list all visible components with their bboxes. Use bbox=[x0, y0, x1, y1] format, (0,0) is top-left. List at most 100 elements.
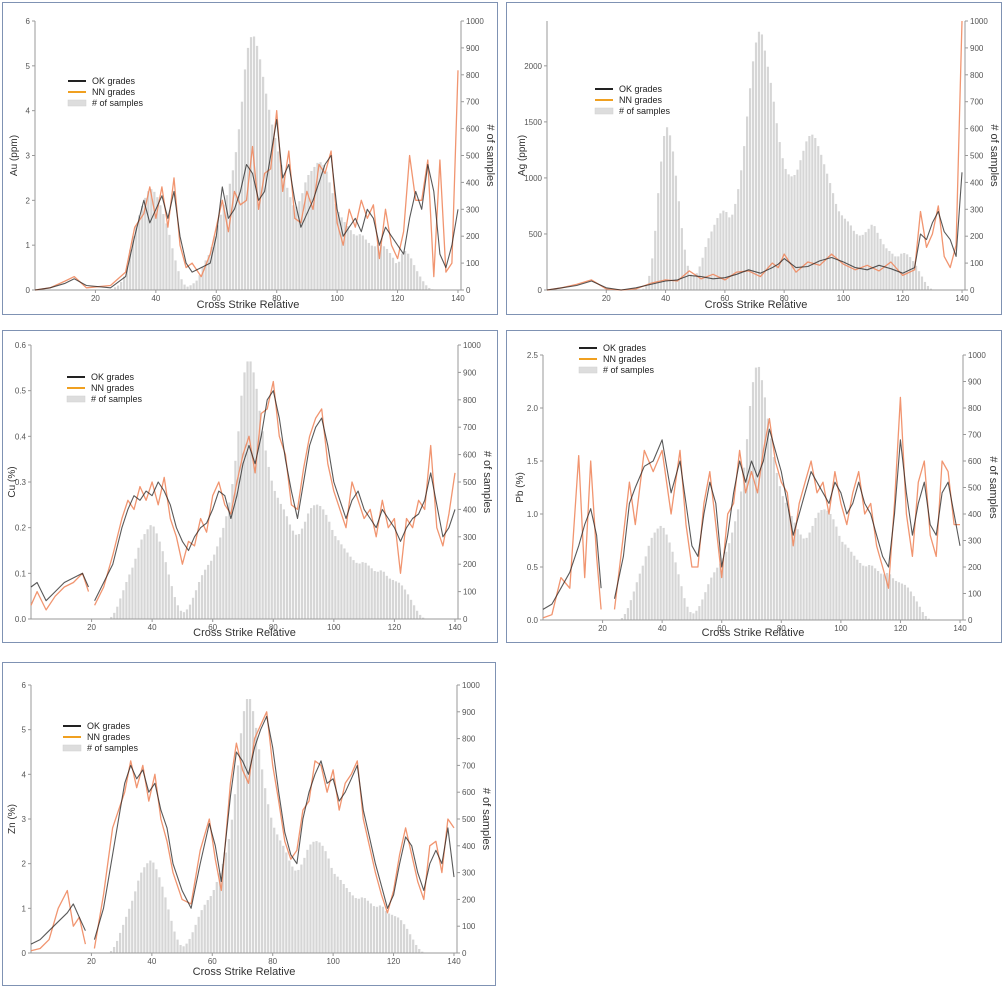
x-tick-label: 40 bbox=[148, 623, 157, 632]
y2-tick-label: 800 bbox=[466, 71, 480, 80]
y2-tick-label: 900 bbox=[466, 44, 480, 53]
sample-bar bbox=[276, 834, 279, 953]
sample-bar bbox=[376, 571, 379, 619]
sample-bar bbox=[716, 218, 719, 290]
y-tick-label: 3 bbox=[26, 152, 31, 161]
sample-bar bbox=[629, 600, 632, 620]
sample-bar bbox=[153, 191, 156, 290]
y2-axis-label: # of samples bbox=[988, 124, 1000, 187]
sample-bar bbox=[769, 82, 772, 291]
sample-bar bbox=[327, 858, 330, 953]
sample-bar bbox=[909, 591, 912, 620]
y2-tick-label: 800 bbox=[968, 404, 982, 413]
legend-samples-swatch bbox=[67, 99, 87, 107]
sample-bar bbox=[200, 910, 203, 953]
y-tick-label: 2.5 bbox=[527, 351, 539, 360]
sample-bar bbox=[210, 246, 213, 290]
sample-bar bbox=[147, 191, 150, 290]
y-tick-label: 2000 bbox=[524, 62, 542, 71]
x-tick-label: 120 bbox=[391, 294, 405, 303]
x-tick-label: 100 bbox=[327, 623, 341, 632]
sample-bar bbox=[856, 559, 859, 620]
sample-bar bbox=[252, 372, 255, 619]
sample-bar bbox=[330, 867, 333, 953]
sample-bar bbox=[122, 590, 125, 619]
nn-grades-line bbox=[30, 711, 455, 952]
sample-bar bbox=[270, 480, 273, 619]
sample-bar bbox=[349, 230, 352, 290]
sample-bar bbox=[360, 897, 363, 953]
y2-tick-label: 300 bbox=[970, 205, 984, 214]
sample-bar bbox=[221, 863, 224, 953]
legend-samples-swatch bbox=[66, 395, 86, 403]
sample-bar bbox=[657, 193, 660, 290]
sample-bar bbox=[342, 883, 345, 953]
sample-bar bbox=[805, 141, 808, 290]
sample-bar bbox=[379, 244, 383, 290]
sample-bar bbox=[303, 857, 306, 953]
sample-bar bbox=[906, 254, 909, 290]
sample-bar bbox=[277, 151, 280, 290]
sample-bar bbox=[885, 248, 888, 290]
y-tick-label: 0 bbox=[22, 949, 27, 958]
sample-bar bbox=[325, 514, 328, 619]
sample-bar bbox=[140, 539, 143, 619]
sample-bar bbox=[775, 472, 778, 620]
sample-bar bbox=[137, 547, 140, 619]
sample-bar bbox=[352, 560, 355, 619]
sample-bar bbox=[197, 582, 201, 619]
sample-bar bbox=[334, 203, 337, 290]
sample-bar bbox=[113, 287, 117, 290]
x-tick-label: 140 bbox=[447, 957, 461, 966]
sample-bar bbox=[865, 566, 868, 620]
sample-bar bbox=[796, 169, 799, 290]
sample-bar bbox=[410, 258, 413, 290]
sample-bar bbox=[225, 516, 228, 619]
sample-bar bbox=[385, 248, 389, 290]
legend-nn-grades-label: NN grades bbox=[92, 87, 136, 97]
sample-bar bbox=[846, 221, 849, 290]
sample-bar bbox=[261, 769, 264, 953]
sample-bar bbox=[683, 249, 686, 290]
sample-bar bbox=[751, 61, 755, 290]
sample-bar bbox=[382, 246, 386, 290]
sample-histogram bbox=[110, 36, 434, 291]
sample-bar bbox=[843, 218, 847, 290]
sample-bar bbox=[731, 532, 734, 620]
x-tick-label: 40 bbox=[147, 957, 156, 966]
sample-bar bbox=[731, 214, 734, 290]
sample-bar bbox=[924, 616, 927, 620]
y2-tick-label: 700 bbox=[462, 761, 476, 770]
ok-grades-line bbox=[546, 172, 963, 291]
legend-ok-grades-label: OK grades bbox=[603, 343, 647, 353]
sample-bar bbox=[134, 558, 137, 619]
sample-bar bbox=[748, 88, 752, 290]
sample-bar bbox=[146, 863, 149, 953]
y-tick-label: 0.4 bbox=[15, 432, 27, 441]
sample-bar bbox=[710, 577, 713, 620]
y2-tick-label: 1000 bbox=[970, 17, 988, 26]
x-tick-label: 120 bbox=[896, 294, 910, 303]
sample-bar bbox=[129, 249, 132, 290]
sample-bar bbox=[343, 222, 346, 290]
sample-bar bbox=[370, 568, 373, 619]
sample-bar bbox=[357, 898, 360, 953]
sample-bar bbox=[322, 509, 325, 619]
sample-bar bbox=[194, 924, 197, 953]
y-tick-label: 5 bbox=[26, 62, 31, 71]
x-tick-label: 80 bbox=[780, 294, 789, 303]
y-tick-label: 1 bbox=[22, 904, 27, 913]
sample-bar bbox=[325, 171, 328, 290]
sample-bar bbox=[186, 286, 189, 290]
sample-bar bbox=[719, 213, 722, 290]
sample-histogram bbox=[109, 699, 424, 953]
sample-bar bbox=[385, 575, 388, 619]
sample-bar bbox=[748, 406, 752, 620]
ok-grades-line bbox=[34, 119, 459, 291]
sample-bar bbox=[668, 542, 671, 620]
x-tick-label: 60 bbox=[212, 294, 221, 303]
sample-bar bbox=[354, 898, 357, 953]
sample-bar bbox=[868, 565, 871, 620]
sample-bar bbox=[689, 612, 692, 620]
sample-bar bbox=[390, 914, 394, 953]
